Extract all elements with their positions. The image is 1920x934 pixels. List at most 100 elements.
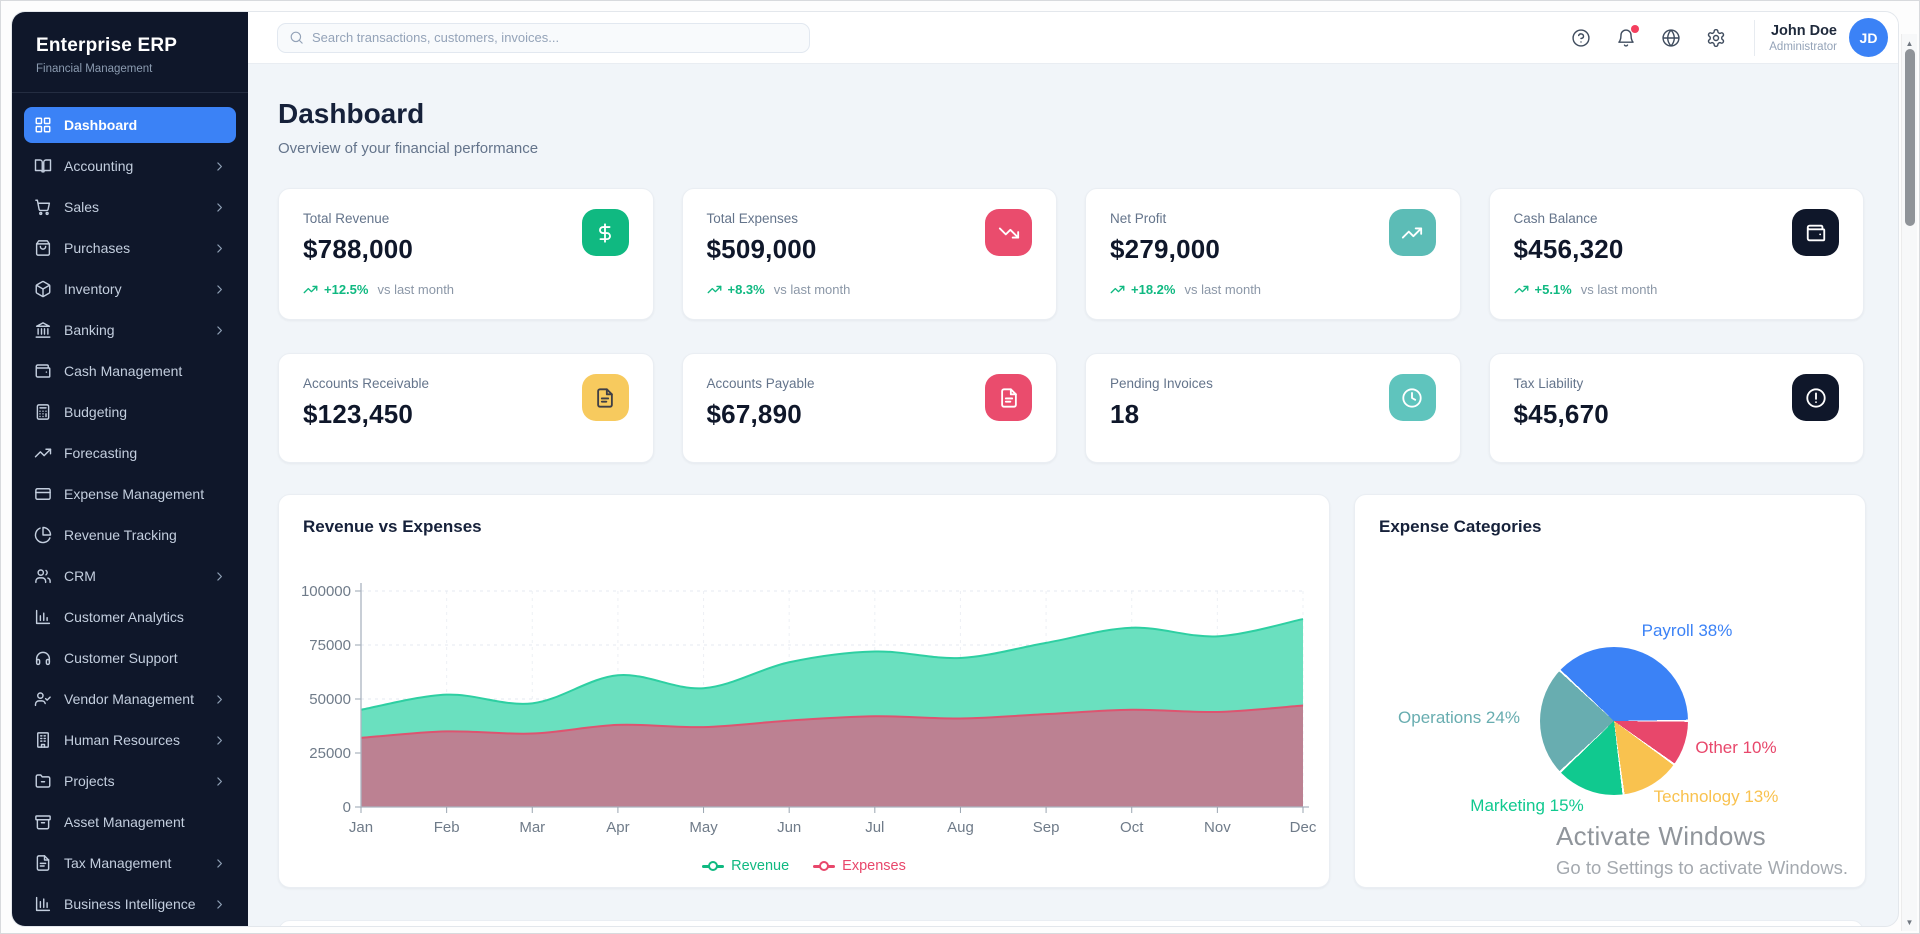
- app-title: Enterprise ERP: [36, 35, 178, 56]
- sidebar-item-budgeting[interactable]: Budgeting: [24, 394, 236, 430]
- shopping-bag-icon: [34, 239, 52, 257]
- topbar: John Doe Administrator JD: [248, 12, 1898, 64]
- svg-text:Apr: Apr: [606, 819, 629, 836]
- scroll-down-arrow[interactable]: ▼: [1905, 917, 1914, 927]
- revenue-expenses-chart: 0 25000 50000 75000 100000 Jan Feb Mar Apr May Jun…: [301, 583, 1317, 836]
- kpi-label: Accounts Receivable: [303, 376, 430, 391]
- sidebar-item-crm[interactable]: CRM: [24, 558, 236, 594]
- kpi-card-net-profit: Net Profit $279,000 +18.2% vs last month: [1085, 188, 1461, 320]
- kpi-value: $45,670: [1513, 399, 1609, 429]
- scrollbar-thumb[interactable]: [1904, 49, 1915, 226]
- sidebar-item-label: Revenue Tracking: [64, 527, 177, 543]
- kpi-value: $509,000: [706, 234, 817, 264]
- sidebar-item-label: Cash Management: [64, 363, 183, 379]
- pie-chart-icon: [34, 526, 52, 544]
- sidebar-header: Enterprise ERP Financial Management: [12, 12, 248, 93]
- sidebar-item-expense-management[interactable]: Expense Management: [24, 476, 236, 512]
- expense-categories-card: Expense Categories Payroll 38% Other 10% T…: [1354, 494, 1866, 888]
- file-text-icon: [34, 854, 52, 872]
- pie-chart: [1540, 647, 1688, 795]
- sidebar-item-label: Sales: [64, 199, 100, 215]
- sidebar-item-asset-management[interactable]: Asset Management: [24, 804, 236, 840]
- kpi-row-1: Total Revenue $788,000 +12.5% vs last month…: [278, 188, 1864, 320]
- svg-text:75000: 75000: [309, 637, 351, 654]
- svg-text:50000: 50000: [309, 691, 351, 708]
- page-title: Dashboard: [278, 98, 425, 129]
- sidebar-item-customer-analytics[interactable]: Customer Analytics: [24, 599, 236, 635]
- page-scrollbar[interactable]: ▲ ▼: [1901, 34, 1917, 931]
- legend-item-expenses[interactable]: Expenses: [813, 858, 906, 874]
- sidebar-item-banking[interactable]: Banking: [24, 312, 236, 348]
- folder-icon: [34, 772, 52, 790]
- kpi-trend: +18.2% vs last month: [1110, 282, 1436, 297]
- sidebar-item-inventory[interactable]: Inventory: [24, 271, 236, 307]
- sidebar-item-human-resources[interactable]: Human Resources: [24, 722, 236, 758]
- kpi-value: 18: [1110, 399, 1140, 429]
- sidebar-item-business-intelligence[interactable]: Business Intelligence: [24, 886, 236, 922]
- legend-item-revenue[interactable]: Revenue: [702, 858, 789, 874]
- globe-icon[interactable]: [1661, 28, 1681, 48]
- svg-text:May: May: [689, 819, 718, 836]
- bar-chart-icon: [34, 608, 52, 626]
- sidebar-item-sales[interactable]: Sales: [24, 189, 236, 225]
- sidebar-item-label: Banking: [64, 322, 115, 338]
- kpi-value: $456,320: [1513, 234, 1624, 264]
- package-icon: [34, 280, 52, 298]
- help-circle-icon[interactable]: [1571, 28, 1591, 48]
- kpi-trend: +5.1% vs last month: [1514, 282, 1840, 297]
- sidebar-item-label: Inventory: [64, 281, 122, 297]
- sidebar-item-purchases[interactable]: Purchases: [24, 230, 236, 266]
- sidebar-item-customer-support[interactable]: Customer Support: [24, 640, 236, 676]
- topbar-actions: John Doe Administrator JD: [1558, 18, 1890, 57]
- sidebar-item-revenue-tracking[interactable]: Revenue Tracking: [24, 517, 236, 553]
- search-icon: [289, 30, 304, 45]
- pie-label-payroll: Payroll 38%: [1641, 621, 1733, 640]
- pie-label-operations: Operations 24%: [1398, 708, 1520, 727]
- main-content: Dashboard Overview of your financial per…: [248, 64, 1898, 926]
- chevron-right-icon: [213, 734, 226, 747]
- user-check-icon: [34, 690, 52, 708]
- sidebar-item-accounting[interactable]: Accounting: [24, 148, 236, 184]
- kpi-card-accounts-receivable: Accounts Receivable $123,450: [278, 353, 654, 463]
- chevron-right-icon: [213, 242, 226, 255]
- avatar[interactable]: JD: [1849, 18, 1888, 57]
- sidebar-item-dashboard[interactable]: Dashboard: [24, 107, 236, 143]
- clock-icon: [1388, 374, 1436, 421]
- sidebar-item-label: CRM: [64, 568, 96, 584]
- svg-text:Mar: Mar: [519, 819, 545, 836]
- sidebar-item-forecasting[interactable]: Forecasting: [24, 435, 236, 471]
- chevron-right-icon: [213, 898, 226, 911]
- pie-chart-title: Expense Categories: [1379, 517, 1542, 536]
- sidebar-item-tax-management[interactable]: Tax Management: [24, 845, 236, 881]
- chevron-right-icon: [213, 283, 226, 296]
- next-section-card: [278, 920, 1864, 926]
- svg-text:Jan: Jan: [349, 819, 373, 836]
- bell-icon[interactable]: [1616, 24, 1639, 48]
- user-meta[interactable]: John Doe Administrator: [1769, 23, 1837, 53]
- chart-legend: Revenue Expenses: [279, 858, 1329, 874]
- bar-chart-2-icon: [34, 895, 52, 913]
- search-input[interactable]: [312, 30, 798, 45]
- kpi-label: Cash Balance: [1513, 211, 1598, 226]
- settings-icon[interactable]: [1706, 28, 1726, 48]
- alert-circle-icon: [1792, 374, 1839, 421]
- pie-label-technology: Technology 13%: [1653, 787, 1779, 806]
- sidebar-nav: Dashboard Accounting Sales Purchases Invento…: [12, 93, 248, 922]
- sidebar-item-vendor-management[interactable]: Vendor Management: [24, 681, 236, 717]
- sidebar-item-label: Vendor Management: [64, 691, 194, 707]
- sidebar-item-label: Human Resources: [64, 732, 180, 748]
- chevron-right-icon: [213, 201, 226, 214]
- user-name: John Doe: [1770, 22, 1837, 39]
- app-subtitle: Financial Management: [36, 63, 153, 75]
- legend-marker: [702, 864, 725, 868]
- svg-text:Nov: Nov: [1204, 819, 1231, 836]
- kpi-trend-note: vs last month: [773, 282, 851, 297]
- legend-label: Revenue: [731, 858, 790, 874]
- scroll-up-arrow[interactable]: ▲: [1905, 38, 1914, 48]
- search-box[interactable]: [277, 22, 810, 53]
- sidebar-item-projects[interactable]: Projects: [24, 763, 236, 799]
- svg-text:Dec: Dec: [1290, 819, 1317, 836]
- sidebar-item-cash-management[interactable]: Cash Management: [24, 353, 236, 389]
- pie-label-marketing: Marketing 15%: [1470, 796, 1584, 815]
